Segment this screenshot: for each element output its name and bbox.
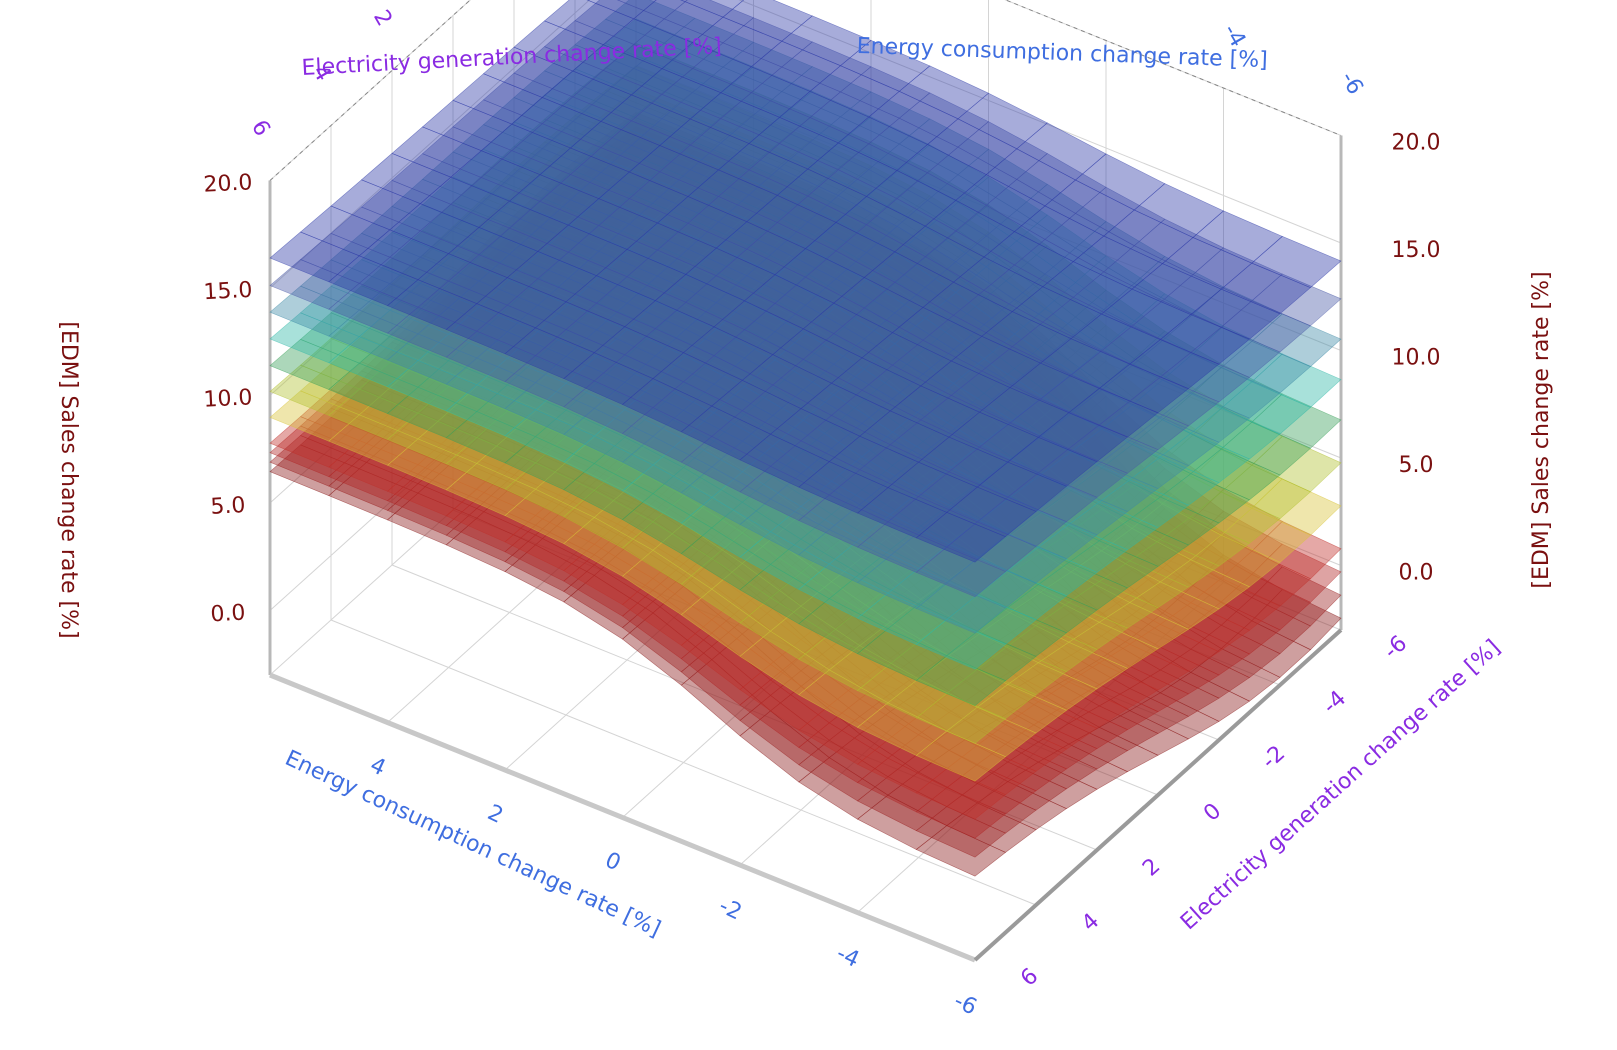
surface-layer [269, 111, 1342, 820]
right-z-tick-label: 15.0 [1392, 238, 1441, 263]
bottom-generation-tick-label: 4 [1077, 909, 1104, 937]
surface-patch [269, 390, 360, 442]
right-z-tick-label: 20.0 [1392, 131, 1441, 156]
back-wall-grid-line [635, 65, 1342, 351]
floor-grid-line [452, 509, 1159, 796]
bottom-consumption-tick-label: 4 [366, 753, 389, 782]
surface-patch [617, 0, 688, 20]
bottom-consumption-axis-label: Energy consumption change rate [%] [281, 746, 664, 942]
bottom-generation-tick-label: -2 [1257, 741, 1290, 774]
surface-patch [269, 435, 360, 487]
bottom-consumption-tick-label: 0 [601, 848, 624, 877]
bottom-generation-tick-label: 0 [1199, 799, 1226, 827]
bottom-consumption-tick-label: -4 [832, 941, 862, 973]
surface-patch [269, 231, 360, 283]
top-frame-line [1004, 0, 1342, 136]
bottom-generation-tick-label: -6 [1379, 631, 1412, 664]
left-z-tick-label: 5.0 [210, 493, 246, 520]
surface-layer [269, 0, 1342, 598]
back-wall-grid-line [269, 280, 637, 611]
back-wall-grid-line [269, 0, 591, 289]
surface-layer [269, 126, 1342, 858]
top-generation-tick-label: 2 [368, 6, 397, 31]
surface-layer [269, 42, 1342, 706]
top-generation-tick-label: 6 [246, 116, 275, 141]
surface-patch [269, 312, 360, 364]
front-consumption-axis-bar [269, 672, 976, 963]
surface-patch [586, 0, 657, 20]
surface-patch [269, 416, 360, 468]
surface-patch [269, 259, 360, 310]
top-consumption-tick-label: -6 [1335, 68, 1368, 99]
bottom-generation-tick-label: -4 [1318, 686, 1351, 719]
surface-patch [269, 339, 360, 390]
right-z-axis-label: [EDM] Sales change rate [%] [1529, 271, 1554, 588]
surface-patch [269, 364, 360, 416]
back-wall-grid-line [738, 0, 1342, 244]
right-z-tick-label: 5.0 [1399, 453, 1434, 478]
bottom-generation-tick-label: 6 [1016, 964, 1043, 992]
floor-grid-line [330, 619, 1037, 906]
surface-layer [269, 18, 1342, 670]
right-z-tick-label: 0.0 [1399, 561, 1434, 586]
left-z-axis-label: [EDM] Sales change rate [%] [56, 321, 81, 638]
front-generation-axis-bar [973, 628, 1343, 962]
bottom-generation-tick-label: 2 [1138, 854, 1165, 882]
surface-patch [680, 0, 745, 18]
bottom-consumption-tick-label: 2 [484, 800, 507, 829]
surface-layer [269, 0, 1342, 563]
top-consumption-tick-label: -2 [1100, 0, 1133, 4]
left-z-tick-label: 0.0 [210, 601, 246, 628]
right-z-tick-label: 10.0 [1392, 346, 1441, 371]
surface-patch [269, 285, 360, 337]
top-frame-line [269, 0, 471, 181]
left-z-tick-label: 15.0 [203, 278, 253, 306]
surface-patch [269, 444, 360, 497]
left-z-tick-label: 10.0 [203, 385, 253, 413]
surface-patch [269, 425, 360, 477]
bottom-consumption-tick-label: -2 [715, 894, 745, 926]
floor-grid-line [513, 454, 1220, 741]
bottom-consumption-tick-label: -6 [950, 989, 980, 1021]
left-z-tick-label: 20.0 [203, 170, 253, 198]
back-wall-grid-line [269, 65, 637, 396]
